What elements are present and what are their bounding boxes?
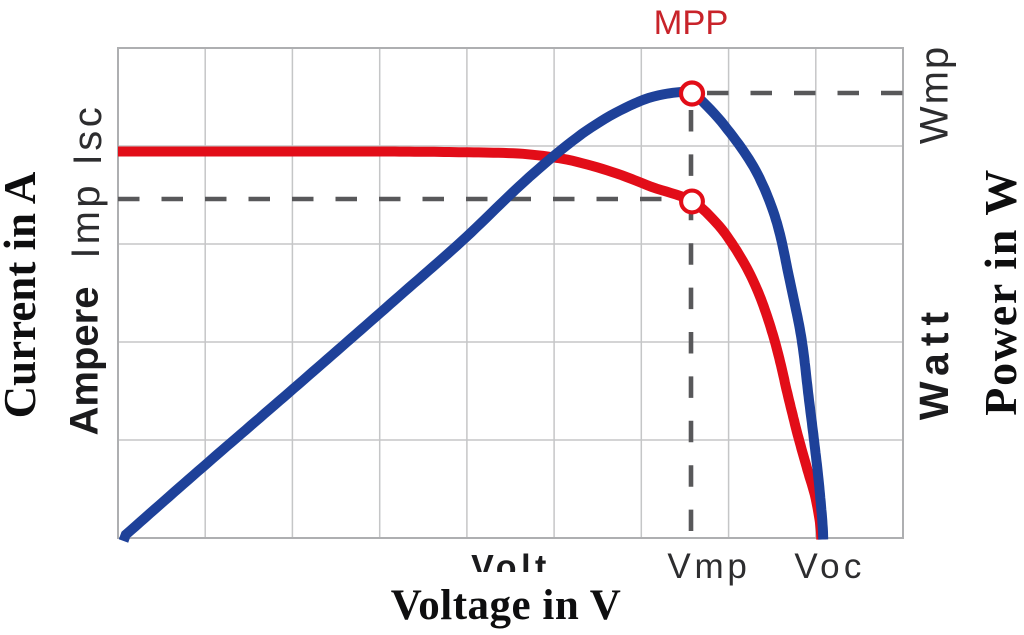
svg-text:Power in W: Power in W (975, 168, 1024, 416)
svg-text:Voc: Voc (794, 547, 865, 586)
svg-text:Wmp: Wmp (913, 45, 957, 144)
svg-text:Voltage in V: Voltage in V (391, 582, 622, 629)
svg-text:Imp: Imp (64, 182, 108, 258)
svg-text:Volt: Volt (471, 549, 551, 587)
svg-text:MPP: MPP (654, 4, 729, 42)
svg-text:Isc: Isc (66, 104, 110, 166)
svg-text:Vmp: Vmp (667, 547, 750, 586)
svg-text:Current in A: Current in A (0, 171, 45, 418)
svg-text:Ampere: Ampere (63, 287, 107, 436)
svg-text:Watt: Watt (911, 305, 957, 420)
